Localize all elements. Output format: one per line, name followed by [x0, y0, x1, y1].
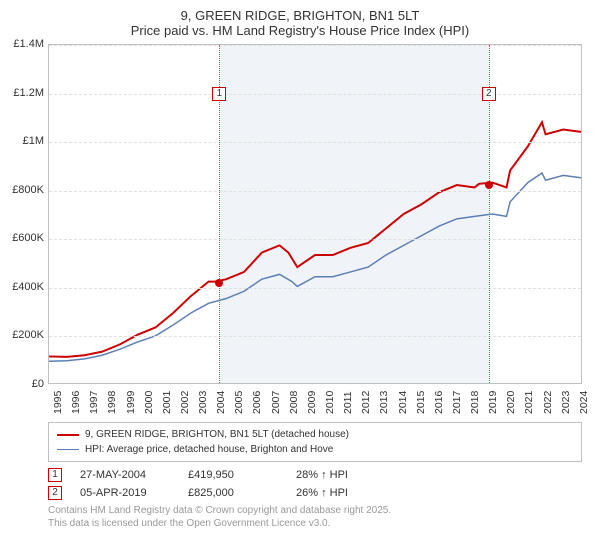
- transaction-price: £419,950: [188, 469, 278, 481]
- x-tick-label: 2008: [288, 391, 300, 414]
- x-tick-label: 2007: [270, 391, 282, 414]
- line-series-svg: [49, 45, 581, 383]
- x-tick-label: 1995: [52, 391, 64, 414]
- transaction-row-2: 2 05-APR-2019 £825,000 26% ↑ HPI: [48, 486, 590, 500]
- gridline-h: [49, 191, 581, 192]
- legend-swatch: [57, 449, 79, 450]
- legend-label: HPI: Average price, detached house, Brig…: [85, 442, 333, 457]
- gridline-h: [49, 336, 581, 337]
- x-tick-label: 2023: [560, 391, 572, 414]
- transaction-dot: [485, 181, 493, 189]
- marker-box-2: 2: [482, 87, 496, 101]
- x-tick-label: 2010: [324, 391, 336, 414]
- x-tick-label: 2012: [360, 391, 372, 414]
- legend-row-price_paid: 9, GREEN RIDGE, BRIGHTON, BN1 5LT (detac…: [57, 427, 573, 442]
- y-tick-label: £400K: [8, 281, 44, 293]
- legend-label: 9, GREEN RIDGE, BRIGHTON, BN1 5LT (detac…: [85, 427, 349, 442]
- transaction-marker: 1: [48, 468, 62, 482]
- y-tick-label: £800K: [8, 184, 44, 196]
- x-tick-label: 2022: [542, 391, 554, 414]
- y-tick-label: £200K: [8, 329, 44, 341]
- x-axis: 1995 1996 1997 1998 1999 2000 2001 2002 2003 2004…: [48, 384, 582, 418]
- transaction-dot: [215, 279, 223, 287]
- x-tick-label: 2018: [469, 391, 481, 414]
- x-tick-label: 2006: [251, 391, 263, 414]
- plot-region: 12: [48, 44, 582, 384]
- transaction-pct: 28% ↑ HPI: [296, 469, 386, 481]
- x-tick-label: 2002: [179, 391, 191, 414]
- x-tick-label: 2019: [487, 391, 499, 414]
- chart-title-line2: Price paid vs. HM Land Registry's House …: [10, 23, 590, 38]
- x-tick-label: 1996: [70, 391, 82, 414]
- y-tick-label: £1M: [8, 135, 44, 147]
- x-tick-label: 2016: [433, 391, 445, 414]
- x-tick-label: 2017: [451, 391, 463, 414]
- x-tick-label: 1999: [125, 391, 137, 414]
- y-axis: £0 £200K £400K £600K £800K £1M £1.2M £1.4M: [8, 38, 46, 390]
- footer-attribution: Contains HM Land Registry data © Crown c…: [48, 504, 590, 530]
- y-tick-label: £1.4M: [8, 38, 44, 50]
- x-tick-label: 1998: [106, 391, 118, 414]
- x-tick-label: 2003: [197, 391, 209, 414]
- x-tick-label: 2013: [378, 391, 390, 414]
- legend-swatch: [57, 434, 79, 436]
- marker-box-1: 1: [212, 87, 226, 101]
- transaction-date: 05-APR-2019: [80, 487, 170, 499]
- x-tick-label: 2001: [161, 391, 173, 414]
- x-tick-label: 2005: [233, 391, 245, 414]
- x-tick-label: 2011: [342, 391, 354, 414]
- gridline-h: [49, 45, 581, 46]
- x-tick-label: 2020: [505, 391, 517, 414]
- x-tick-label: 2021: [523, 391, 535, 414]
- x-tick-label: 2009: [306, 391, 318, 414]
- gridline-h: [49, 239, 581, 240]
- legend: 9, GREEN RIDGE, BRIGHTON, BN1 5LT (detac…: [48, 422, 582, 462]
- y-tick-label: £1.2M: [8, 87, 44, 99]
- transaction-marker: 2: [48, 486, 62, 500]
- footer-line1: Contains HM Land Registry data © Crown c…: [48, 504, 590, 517]
- x-tick-label: 1997: [88, 391, 100, 414]
- transaction-date: 27-MAY-2004: [80, 469, 170, 481]
- transaction-pct: 26% ↑ HPI: [296, 487, 386, 499]
- y-tick-label: £0: [8, 378, 44, 390]
- gridline-h: [49, 142, 581, 143]
- chart-area: £0£200K£400K£600K£800K£1M£1.2M£1.4M 12 1…: [48, 44, 582, 418]
- footer-line2: This data is licensed under the Open Gov…: [48, 517, 590, 530]
- x-tick-label: 2004: [215, 391, 227, 414]
- y-tick-label: £600K: [8, 232, 44, 244]
- transaction-price: £825,000: [188, 487, 278, 499]
- x-tick-label: 2015: [415, 391, 427, 414]
- gridline-h: [49, 94, 581, 95]
- x-tick-label: 2000: [143, 391, 155, 414]
- series-hpi: [49, 173, 581, 361]
- gridline-h: [49, 288, 581, 289]
- transaction-row-1: 1 27-MAY-2004 £419,950 28% ↑ HPI: [48, 468, 590, 482]
- legend-row-hpi: HPI: Average price, detached house, Brig…: [57, 442, 573, 457]
- chart-title-line1: 9, GREEN RIDGE, BRIGHTON, BN1 5LT: [10, 8, 590, 23]
- x-tick-label: 2024: [578, 391, 590, 414]
- transaction-table: 1 27-MAY-2004 £419,950 28% ↑ HPI 2 05-APR-201…: [48, 468, 590, 500]
- x-tick-label: 2014: [397, 391, 409, 414]
